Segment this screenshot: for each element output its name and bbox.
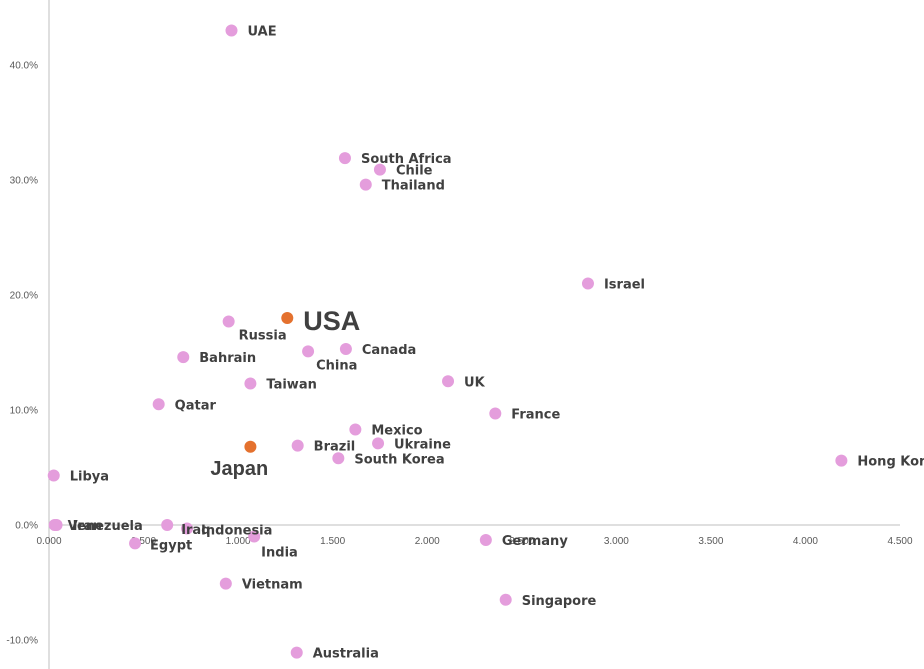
data-label: Ukraine	[394, 437, 451, 452]
data-point-qatar	[152, 398, 165, 411]
data-point-china	[302, 345, 315, 358]
data-point-taiwan	[244, 377, 257, 390]
data-label: Australia	[313, 647, 379, 662]
x-tick-label: 0.500	[131, 536, 156, 547]
data-point-mexico	[349, 423, 362, 436]
data-point-indonesia	[181, 522, 194, 535]
data-point-israel	[581, 277, 594, 290]
data-label: Vietnam	[242, 578, 303, 593]
data-label: Brazil	[314, 440, 356, 455]
data-point-libya	[47, 469, 60, 482]
x-tick-label: 3.000	[604, 536, 629, 547]
data-label: China	[316, 358, 357, 373]
data-point-usa	[281, 312, 294, 324]
data-label: France	[511, 407, 560, 422]
data-point-bahrain	[177, 351, 190, 364]
data-label: Chile	[396, 164, 433, 179]
data-label: Bahrain	[199, 351, 256, 366]
data-label: Libya	[70, 470, 109, 485]
data-label: Russia	[239, 328, 287, 343]
data-point-ukraine	[372, 437, 385, 450]
data-label: South Korea	[354, 452, 444, 467]
data-point-vietnam	[219, 577, 232, 590]
x-tick-label: 2.500	[509, 536, 534, 547]
y-tick-label: 0.0%	[15, 521, 38, 532]
data-label: Qatar	[175, 398, 217, 413]
x-tick-label: 1.500	[320, 536, 345, 547]
data-point-russia	[222, 315, 235, 328]
data-label: Thailand	[382, 179, 445, 194]
data-label: USA	[303, 306, 360, 336]
data-point-australia	[290, 646, 303, 659]
chart-ticks: -10.0% 0.0% 10.0% 20.0% 30.0% 40.0% 0.000 0.500…	[6, 61, 913, 647]
data-label: Taiwan	[266, 378, 316, 393]
data-label: UAE	[247, 25, 276, 40]
data-point-japan	[244, 440, 257, 453]
data-point-singapore	[499, 593, 512, 606]
data-point-chile	[373, 163, 386, 176]
data-point-venezuela	[48, 519, 61, 531]
data-point-thailand	[359, 178, 372, 191]
data-point-uae	[225, 24, 238, 37]
data-point-south-africa	[338, 152, 351, 165]
data-label: Singapore	[522, 594, 597, 609]
data-label: Israel	[604, 278, 645, 293]
y-tick-label: 10.0%	[10, 406, 38, 417]
data-label: Hong Kong	[857, 455, 924, 470]
data-label: Mexico	[371, 424, 422, 439]
data-label: India	[261, 546, 298, 561]
x-tick-label: 3.500	[698, 536, 723, 547]
data-point-canada	[339, 343, 352, 356]
data-label: Japan	[210, 458, 268, 480]
data-point-germany	[479, 533, 492, 546]
data-point-india	[248, 530, 261, 543]
y-tick-label: -10.0%	[6, 636, 38, 647]
data-point-south-korea	[332, 452, 345, 465]
x-tick-label: 0.000	[36, 536, 61, 547]
data-label: Canada	[362, 343, 416, 358]
data-label: Venezuela	[68, 519, 143, 534]
y-tick-label: 30.0%	[10, 176, 38, 187]
x-tick-label: 4.000	[793, 536, 818, 547]
data-label: Iran	[73, 519, 102, 534]
data-point-uk	[442, 375, 455, 388]
data-label: UK	[464, 375, 486, 390]
data-point-brazil	[291, 439, 304, 452]
data-point-hong-kong	[835, 454, 848, 467]
data-label: Iraq	[181, 523, 210, 538]
data-point-france	[489, 407, 502, 420]
y-tick-label: 20.0%	[10, 291, 38, 302]
x-tick-label: 1.000	[226, 536, 251, 547]
data-point-iraq	[161, 519, 174, 531]
x-tick-label: 2.000	[415, 536, 440, 547]
x-tick-label: 4.500	[887, 536, 912, 547]
data-label: Egypt	[150, 538, 192, 553]
data-label: Indonesia	[201, 523, 272, 538]
data-label: Germany	[502, 534, 568, 549]
y-tick-label: 40.0%	[10, 61, 38, 72]
chart-axes	[48, 0, 900, 669]
data-label: South Africa	[361, 152, 452, 167]
data-point-egypt	[129, 537, 142, 550]
chart-points	[47, 24, 848, 659]
